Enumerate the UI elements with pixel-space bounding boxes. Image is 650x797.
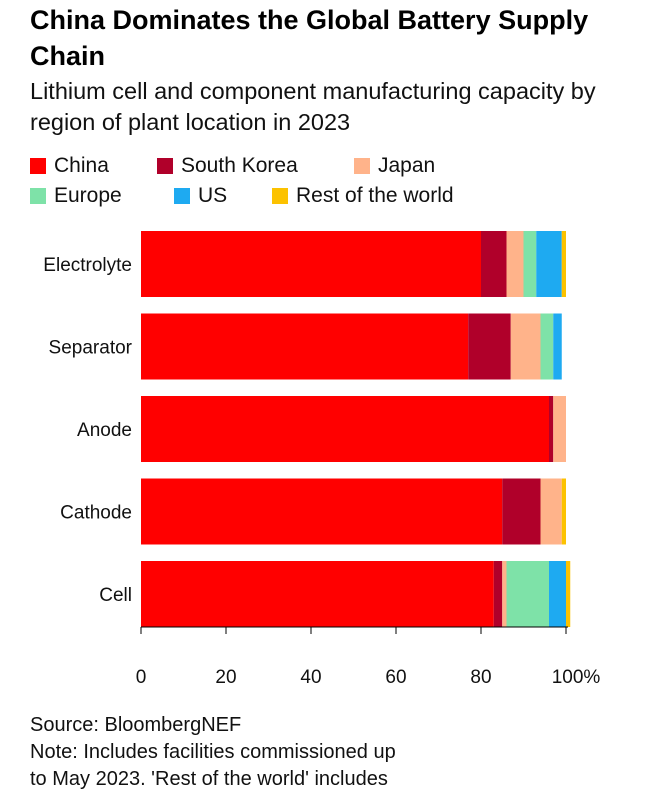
bar-segment-electrolyte-us bbox=[536, 231, 562, 297]
bar-segment-anode-japan bbox=[553, 396, 566, 462]
bar-segment-separator-us bbox=[553, 313, 562, 380]
legend-swatch-japan bbox=[354, 158, 370, 174]
bar-segment-separator-europe bbox=[540, 313, 554, 380]
bar-segment-electrolyte-south-korea bbox=[481, 231, 507, 297]
legend-swatch-us bbox=[174, 188, 190, 204]
legend-swatch-south-korea bbox=[157, 158, 173, 174]
legend-swatch-rest-of-world bbox=[272, 188, 288, 204]
x-tick-label: 80 bbox=[470, 667, 491, 688]
bar-segment-cathode-china bbox=[141, 478, 503, 545]
x-tick-label: 40 bbox=[300, 667, 321, 688]
bar-segment-cell-europe bbox=[506, 561, 549, 627]
bar-segment-cathode-south-korea bbox=[502, 478, 541, 545]
legend-row-2: Europe US Rest of the world bbox=[30, 181, 630, 211]
bar-chart: Electrolyte Separator Anode Cathode Cell 0 20 4… bbox=[43, 231, 601, 688]
legend-item-rest-of-world: Rest of the world bbox=[272, 184, 454, 208]
note-text-line-1: Note: Includes facilities commissioned u… bbox=[30, 741, 396, 763]
legend-item-china: China bbox=[30, 154, 157, 178]
bar-segment-anode-china bbox=[141, 396, 549, 462]
legend-item-us: US bbox=[174, 184, 272, 208]
legend-row-1: China South Korea Japan bbox=[30, 151, 630, 181]
bar-segment-separator-japan bbox=[510, 313, 541, 380]
legend-label-europe: Europe bbox=[54, 184, 122, 207]
category-label-anode: Anode bbox=[77, 420, 132, 441]
legend: China South Korea Japan Europe US Rest o… bbox=[30, 151, 630, 211]
bar-segment-cell-japan bbox=[502, 561, 507, 627]
bar-segment-cell-china bbox=[141, 561, 494, 627]
bar-segment-cell-us bbox=[549, 561, 566, 627]
chart-title: China Dominates the Global Battery Suppl… bbox=[30, 5, 589, 71]
x-tick-label: 100% bbox=[552, 667, 601, 688]
legend-label-japan: Japan bbox=[378, 154, 436, 177]
legend-label-china: China bbox=[54, 154, 109, 177]
chart-footer: Source: BloombergNEF Note: Includes faci… bbox=[30, 712, 630, 793]
category-label-cell: Cell bbox=[99, 585, 132, 606]
bar-segment-cathode-japan bbox=[540, 478, 562, 545]
legend-swatch-europe bbox=[30, 188, 46, 204]
bar-segment-electrolyte-japan bbox=[506, 231, 524, 297]
legend-swatch-china bbox=[30, 158, 46, 174]
bar-segment-separator-south-korea bbox=[468, 313, 511, 380]
bar-segment-cell-rest-of-the-world bbox=[566, 561, 571, 627]
x-tick-label: 20 bbox=[215, 667, 236, 688]
legend-item-europe: Europe bbox=[30, 184, 174, 208]
category-label-electrolyte: Electrolyte bbox=[43, 255, 132, 276]
note-text-line-2: to May 2023. 'Rest of the world' include… bbox=[30, 768, 388, 790]
bar-segment-separator-china bbox=[141, 313, 469, 380]
category-label-separator: Separator bbox=[49, 338, 133, 359]
legend-item-japan: Japan bbox=[354, 154, 435, 178]
chart-subtitle: Lithium cell and component manufacturing… bbox=[30, 78, 596, 135]
category-label-cathode: Cathode bbox=[60, 503, 132, 524]
bar-segment-electrolyte-europe bbox=[523, 231, 537, 297]
x-tick-label: 60 bbox=[385, 667, 406, 688]
bar-segment-cell-south-korea bbox=[493, 561, 503, 627]
bar-segment-electrolyte-rest-of-the-world bbox=[561, 231, 566, 297]
x-tick-label: 0 bbox=[136, 667, 147, 688]
bar-segment-cathode-rest-of-the-world bbox=[561, 478, 566, 545]
legend-item-south-korea: South Korea bbox=[157, 154, 354, 178]
legend-label-south-korea: South Korea bbox=[181, 154, 298, 177]
legend-label-rest-of-world: Rest of the world bbox=[296, 184, 454, 207]
bar-segment-anode-south-korea bbox=[549, 396, 554, 462]
source-text: Source: BloombergNEF bbox=[30, 714, 242, 736]
bar-segment-electrolyte-china bbox=[141, 231, 481, 297]
legend-label-us: US bbox=[198, 184, 228, 207]
